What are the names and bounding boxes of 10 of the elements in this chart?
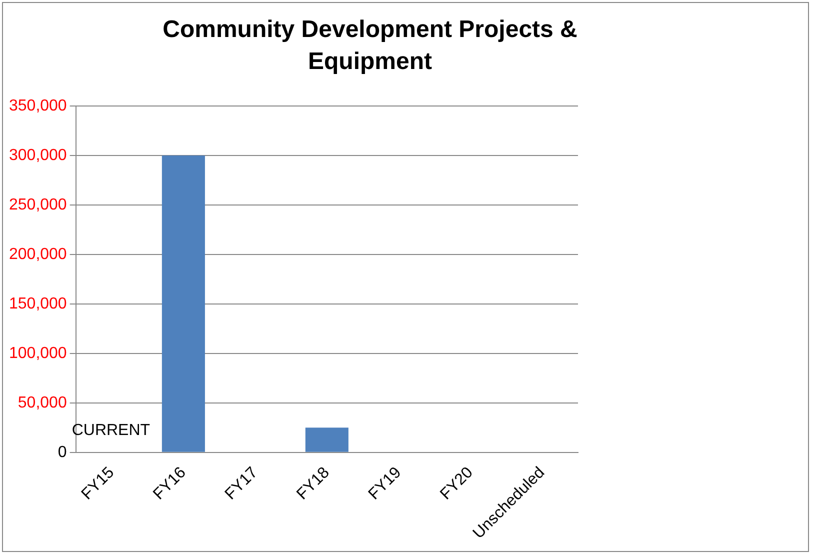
y-tick-label: 350,000 (8, 97, 67, 114)
annotation: CURRENT (72, 422, 150, 439)
y-tick-label: 0 (58, 444, 67, 461)
y-tick-label: 50,000 (18, 394, 67, 412)
y-tick-label: 100,000 (8, 344, 67, 362)
y-tick-label: 200,000 (8, 246, 67, 263)
chart-title: Community Development Projects & Equipment (162, 15, 578, 77)
y-tick-label: 300,000 (8, 146, 67, 164)
y-tick-label: 250,000 (8, 196, 67, 214)
y-tick-label: 150,000 (8, 295, 67, 312)
